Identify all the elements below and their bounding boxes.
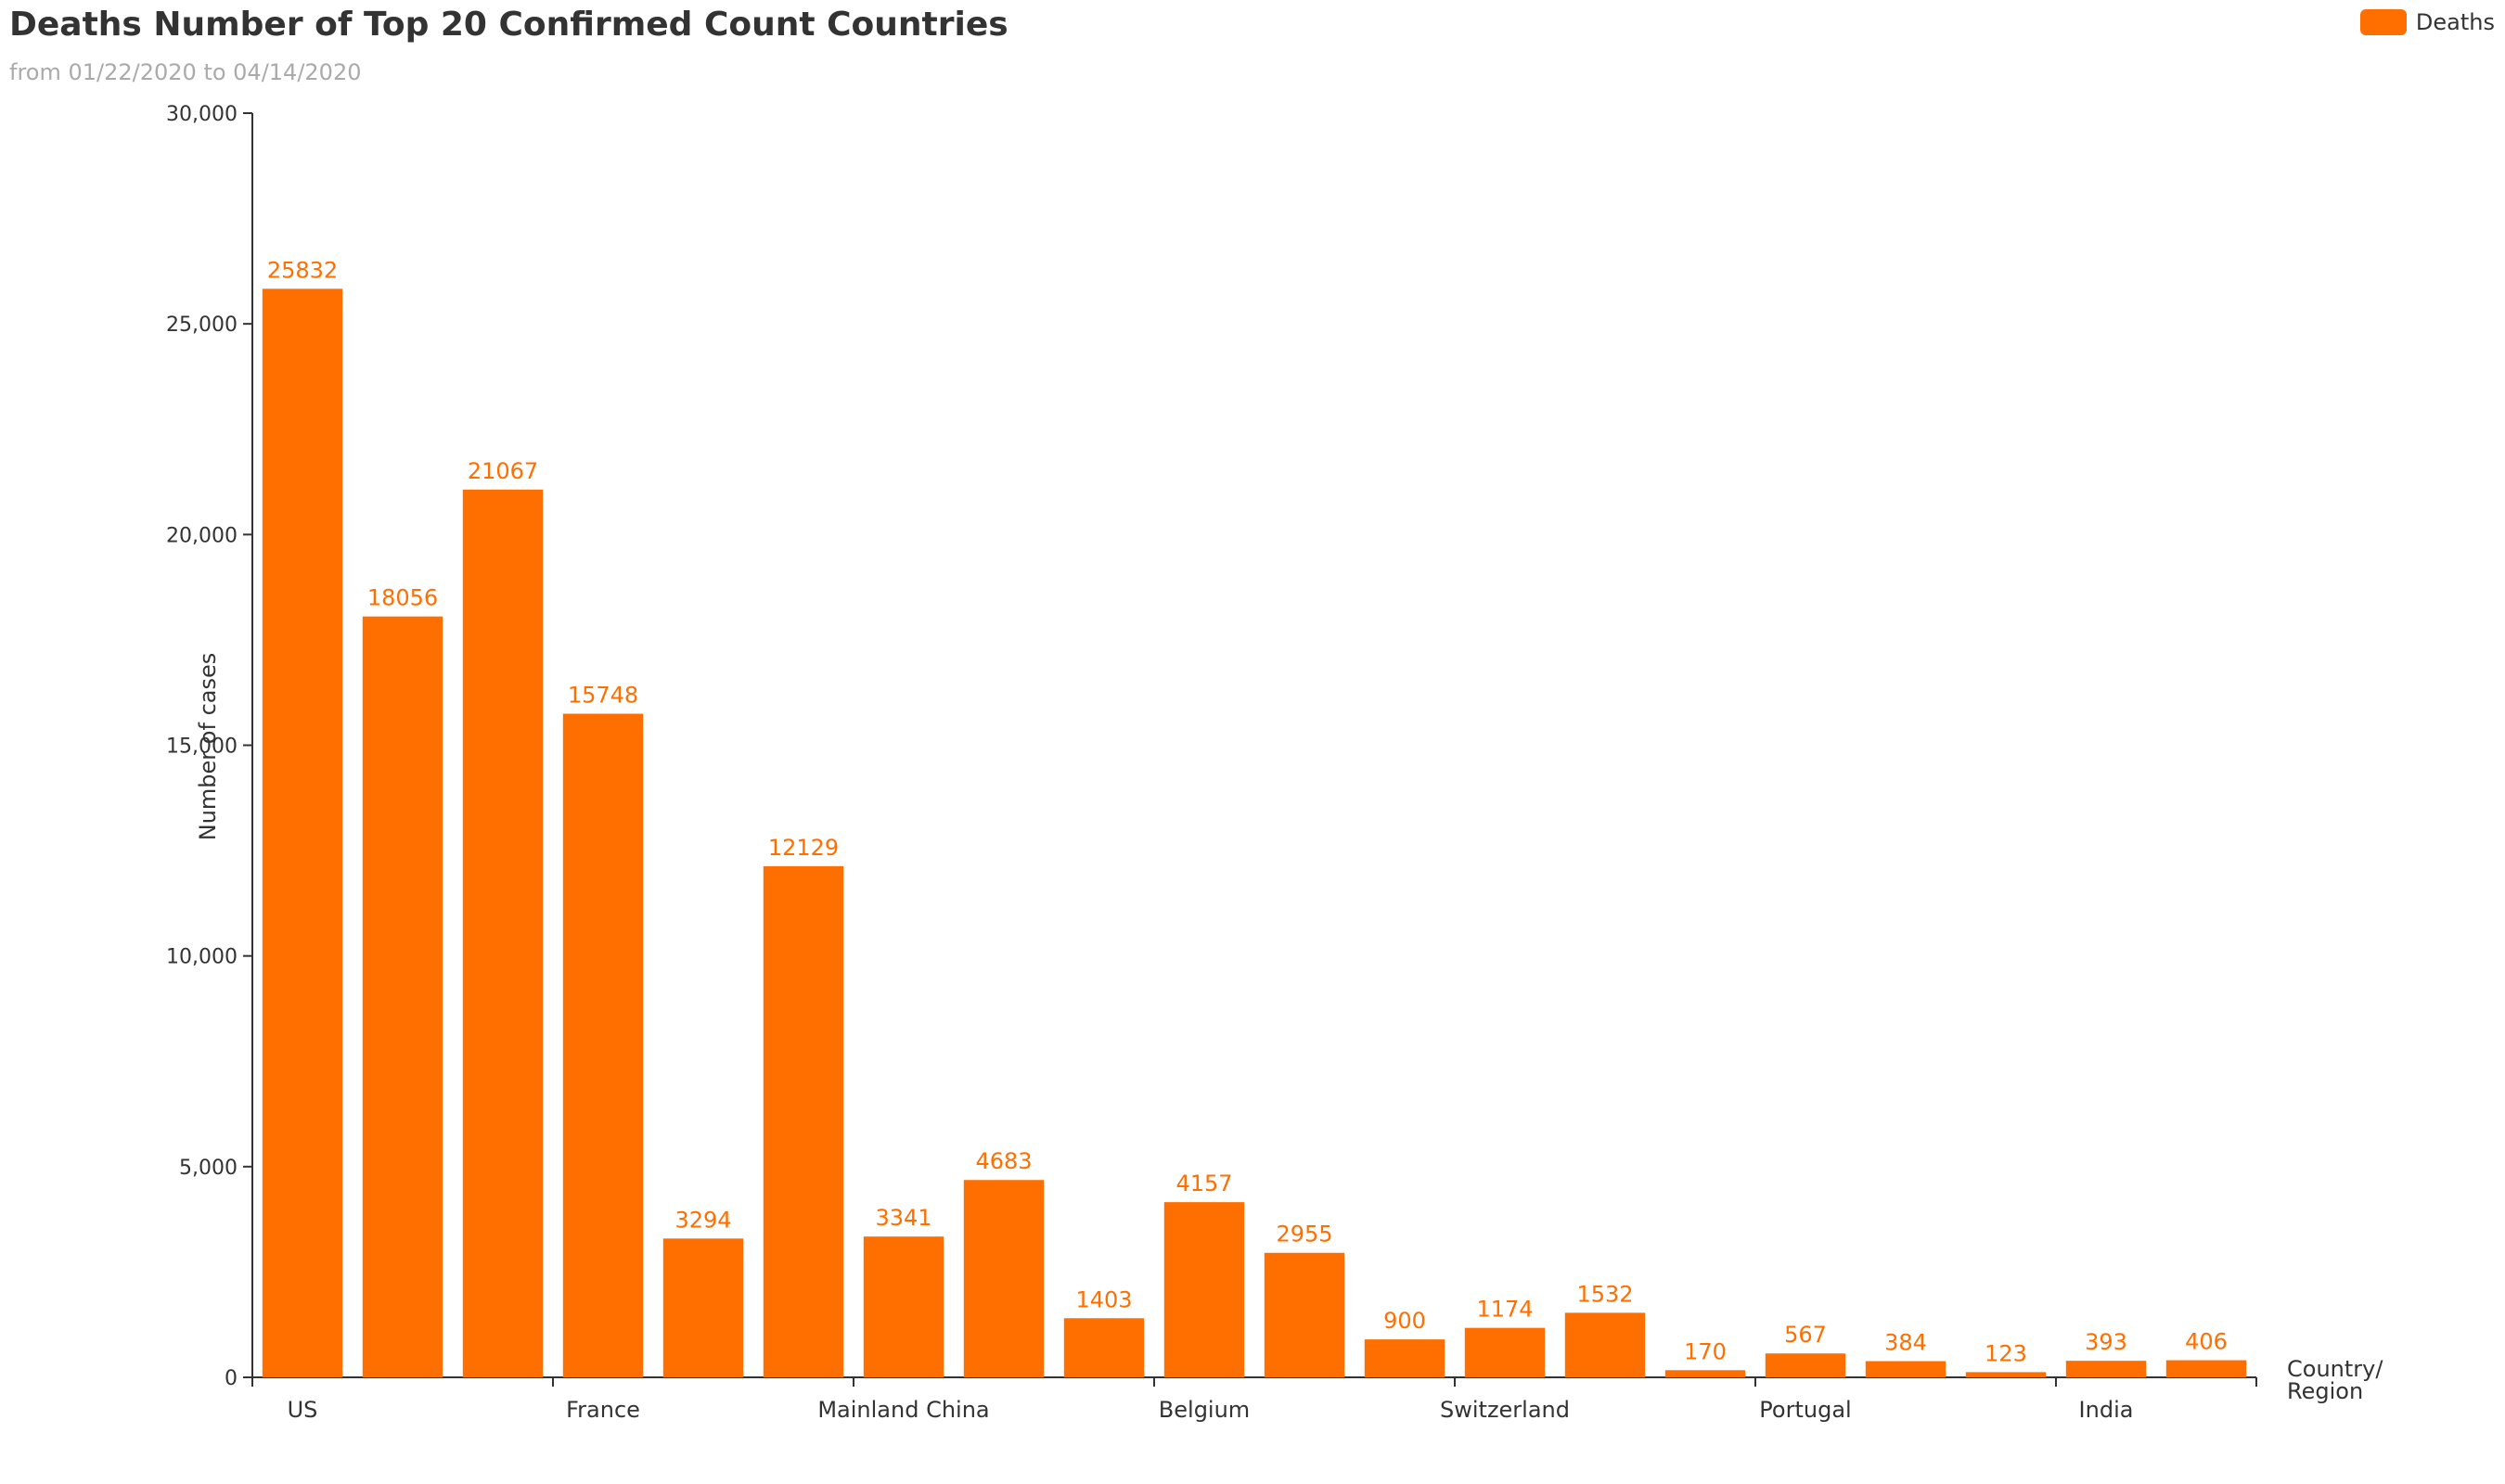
x-tick-label: Switzerland	[1440, 1397, 1570, 1423]
bar-value-label: 18056	[367, 585, 438, 611]
bar-value-label: 384	[1884, 1330, 1927, 1356]
x-tick-label: France	[566, 1397, 640, 1423]
bar[interactable]	[863, 1236, 944, 1377]
bar-value-label: 406	[2185, 1329, 2228, 1355]
bar-value-label: 567	[1784, 1322, 1827, 1348]
y-tick-label: 25,000	[166, 313, 238, 337]
bar-value-label: 170	[1684, 1338, 1727, 1364]
chart-subtitle: from 01/22/2020 to 04/14/2020	[9, 59, 362, 85]
legend-swatch-deaths	[2359, 9, 2407, 35]
chart-title: Deaths Number of Top 20 Confirmed Count …	[9, 6, 1008, 44]
y-tick-label: 10,000	[166, 946, 238, 969]
y-tick-label: 0	[225, 1367, 238, 1390]
bar[interactable]	[1564, 1312, 1646, 1377]
legend[interactable]: Deaths	[2359, 9, 2495, 35]
y-tick-label: 15,000	[166, 736, 238, 759]
bar[interactable]	[1264, 1252, 1345, 1377]
y-axis: 0 5,000 10,000 15,000 20,000 25,000 30,000	[166, 103, 253, 1390]
bar-value-label: 12129	[768, 835, 839, 861]
y-tick-label: 5,000	[179, 1157, 238, 1180]
bar[interactable]	[2065, 1361, 2147, 1377]
bar-value-label: 900	[1383, 1308, 1426, 1334]
bar-value-label: 123	[1985, 1340, 2027, 1366]
bar-value-label: 393	[2085, 1329, 2127, 1355]
bar[interactable]	[763, 865, 844, 1377]
bar[interactable]	[562, 713, 644, 1377]
y-tick-label: 20,000	[166, 524, 238, 547]
x-tick-label: US	[288, 1397, 318, 1423]
bar[interactable]	[1063, 1318, 1145, 1377]
bar[interactable]	[963, 1180, 1045, 1377]
bar-value-label: 3294	[674, 1207, 731, 1233]
bar-value-label: 3341	[875, 1205, 931, 1231]
bar-value-label: 15748	[568, 683, 638, 709]
bar-value-label: 1174	[1476, 1297, 1533, 1323]
x-axis-label: Country/ Region	[2287, 1356, 2390, 1404]
x-axis-label-line-2: Region	[2287, 1378, 2363, 1404]
y-axis-label: Number of cases	[195, 653, 221, 840]
bar[interactable]	[462, 489, 544, 1377]
legend-label-deaths: Deaths	[2415, 9, 2495, 35]
bars	[262, 288, 2247, 1378]
bar-value-label: 25832	[267, 257, 338, 283]
bar[interactable]	[1965, 1372, 2047, 1377]
bar[interactable]	[1765, 1353, 1846, 1377]
bar-value-label: 21067	[468, 458, 538, 484]
x-axis: US France Mainland China Belgium Switzerland…	[251, 1376, 2257, 1423]
y-tick-label: 30,000	[166, 103, 238, 126]
bar[interactable]	[1464, 1327, 1546, 1377]
bar[interactable]	[2165, 1360, 2247, 1377]
x-tick-label: Mainland China	[817, 1397, 989, 1423]
bar-value-label: 2955	[1276, 1222, 1332, 1247]
bar[interactable]	[662, 1238, 744, 1377]
bar-labels: 25832 18056 21067 15748 3294 12129 3341 4683 140…	[267, 257, 2228, 1366]
bar[interactable]	[1163, 1202, 1245, 1377]
bar[interactable]	[1664, 1370, 1746, 1377]
bar[interactable]	[362, 616, 443, 1377]
bar-value-label: 1403	[1075, 1286, 1132, 1312]
x-axis-label-line-1: Country/	[2287, 1356, 2383, 1382]
bar-value-label: 4683	[975, 1148, 1032, 1174]
bar[interactable]	[1865, 1361, 1946, 1377]
bar[interactable]	[1364, 1339, 1445, 1377]
x-tick-label: India	[2079, 1397, 2134, 1423]
x-tick-label: Belgium	[1159, 1397, 1250, 1423]
bar-value-label: 4157	[1175, 1171, 1232, 1196]
x-tick-label: Portugal	[1759, 1397, 1851, 1423]
bar-value-label: 1532	[1576, 1281, 1633, 1307]
bar[interactable]	[262, 288, 343, 1378]
